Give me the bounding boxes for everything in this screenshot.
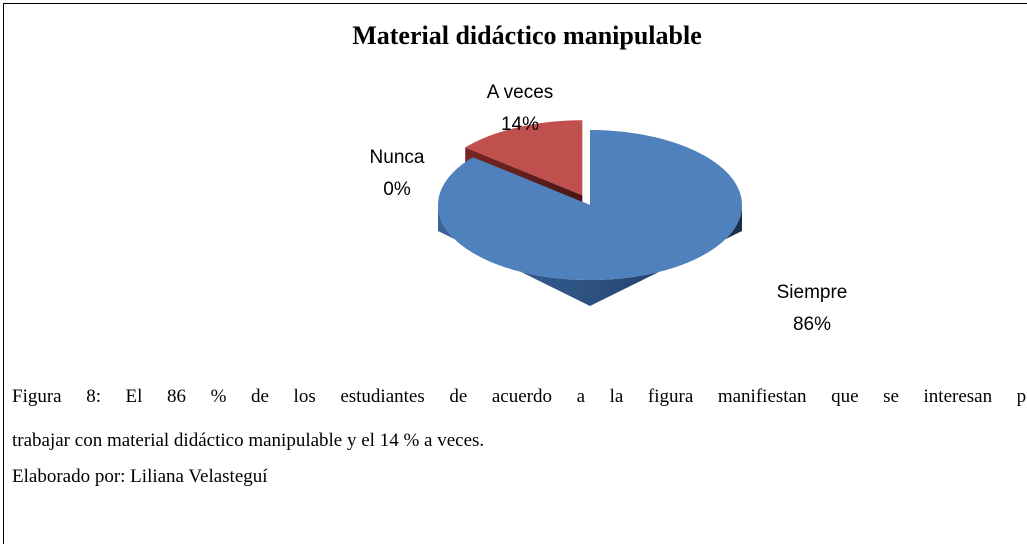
slice-value-label: 86% [793,314,831,335]
slice-top [438,130,742,280]
slice-value-label: 0% [383,179,411,200]
credit: Elaborado por: Liliana Velasteguí [12,466,268,487]
slice-side [438,205,742,306]
chart-title: Material didáctico manipulable [352,21,702,50]
caption-line: Figura 8: El 86 % de los estudiantes de … [12,386,1027,407]
slice-label: Nunca [370,147,425,168]
caption-line: trabajar con material didáctico manipula… [12,430,485,451]
pie [438,120,742,306]
slice-label: Siempre [777,282,848,303]
slice-label: A veces [487,82,554,103]
figure-frame [3,3,1027,544]
pie-slice [438,130,742,306]
slice-value-label: 14% [501,114,539,135]
slice-top [465,120,583,196]
